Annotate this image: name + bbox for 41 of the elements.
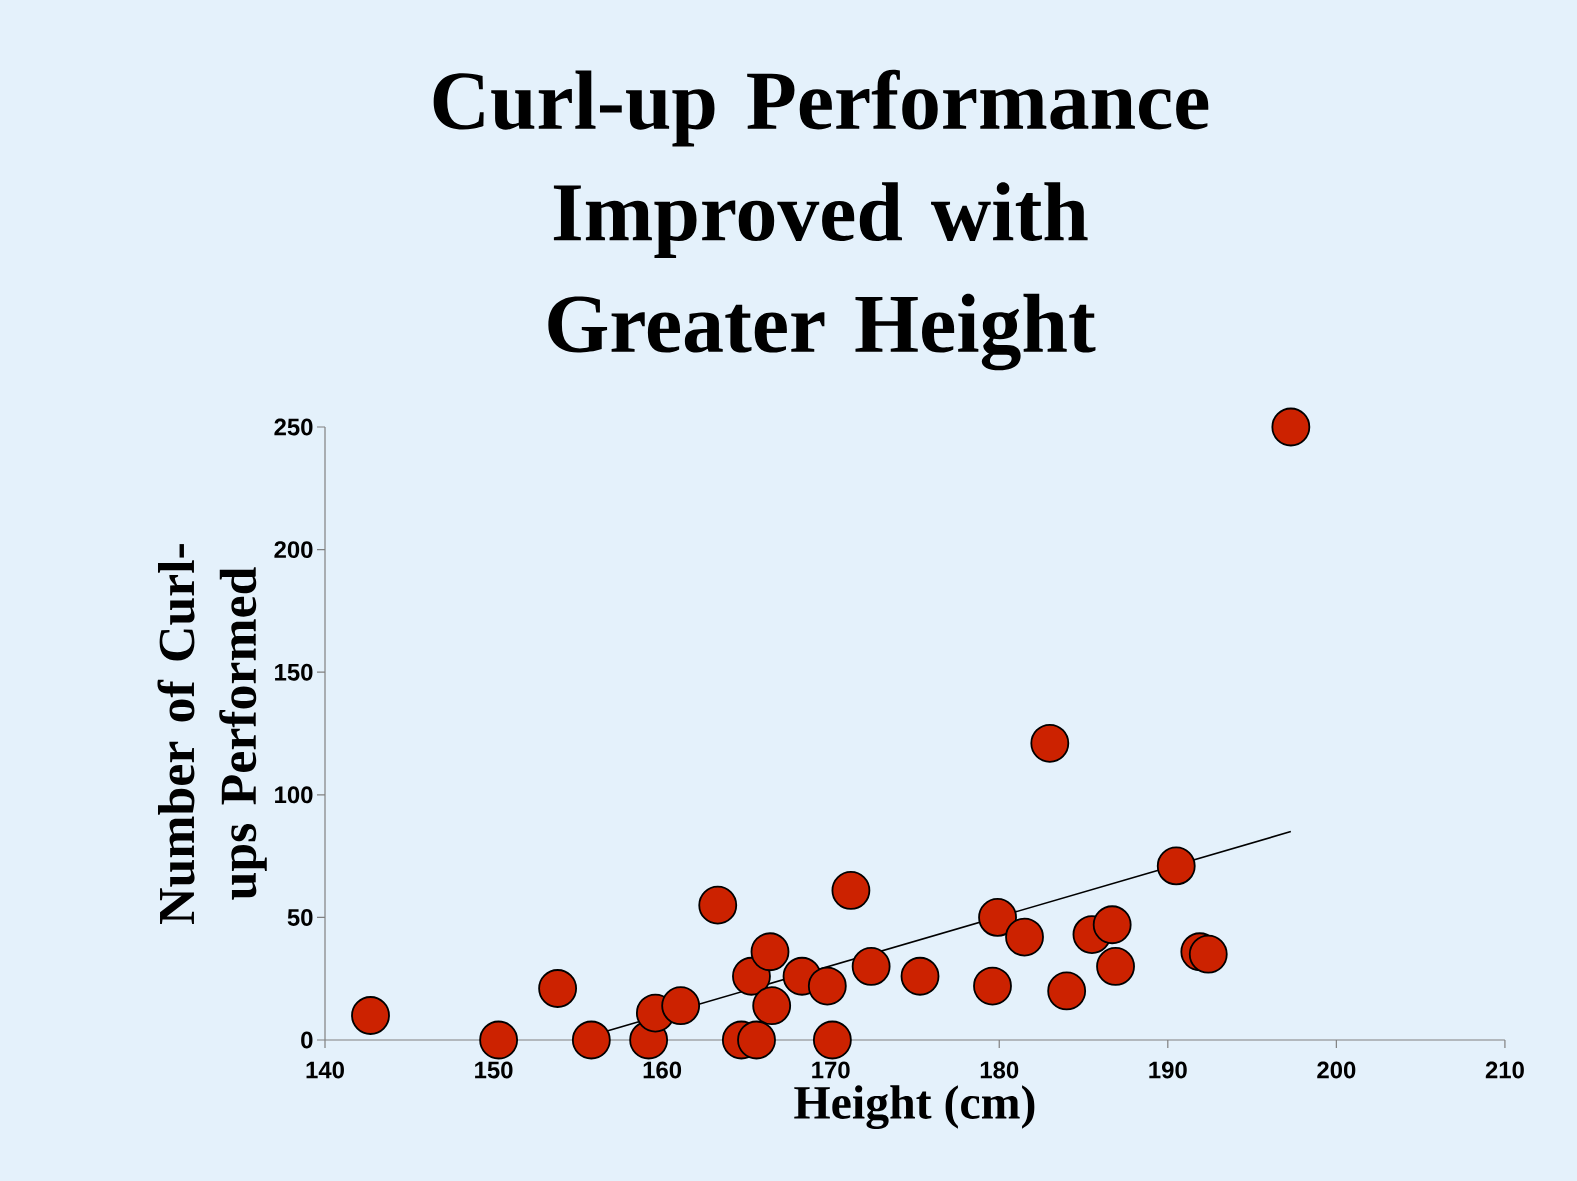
y-tick-label: 100: [275, 786, 313, 804]
x-tick-label: 210: [1485, 1061, 1524, 1079]
point: [698, 885, 738, 925]
x-tick-label: 180: [980, 1061, 1019, 1079]
point: [1005, 917, 1044, 957]
point: [1156, 846, 1196, 886]
point: [571, 1020, 611, 1060]
point: [1096, 947, 1135, 986]
x-tick-label: 190: [1149, 1061, 1187, 1079]
y-tick-label: 200: [274, 541, 313, 559]
x-tick-label: 160: [643, 1061, 682, 1079]
y-axis-title: Number of Curl-ups Performed: [157, 544, 267, 924]
y-tick-label: 50: [287, 908, 313, 926]
x-tick-label: 150: [475, 1061, 513, 1079]
x-tick-label: 170: [812, 1061, 850, 1079]
point: [1188, 934, 1228, 974]
point: [807, 966, 847, 1006]
point: [900, 956, 940, 996]
point: [750, 932, 790, 972]
point: [351, 996, 390, 1035]
point: [737, 1020, 776, 1060]
point: [538, 969, 578, 1008]
chart-title: Curl-up Performance Improved with Greater Height: [433, 69, 1209, 371]
point: [978, 898, 1017, 937]
point: [851, 947, 891, 986]
point: [1047, 971, 1087, 1011]
point: [1092, 905, 1132, 945]
point: [831, 871, 871, 910]
point: [1030, 723, 1070, 763]
x-axis-title: Height (cm): [794, 1085, 1035, 1130]
point: [752, 986, 792, 1026]
y-tick-label: 250: [274, 418, 313, 436]
x-tick-label: 200: [1317, 1061, 1356, 1079]
point: [1271, 407, 1311, 447]
x-tick-label: 140: [306, 1061, 344, 1079]
point: [479, 1020, 519, 1060]
point: [661, 986, 701, 1026]
y-tick-label: 0: [301, 1031, 313, 1049]
point: [973, 966, 1012, 1006]
y-tick-label: 150: [275, 663, 313, 681]
point: [812, 1020, 852, 1060]
